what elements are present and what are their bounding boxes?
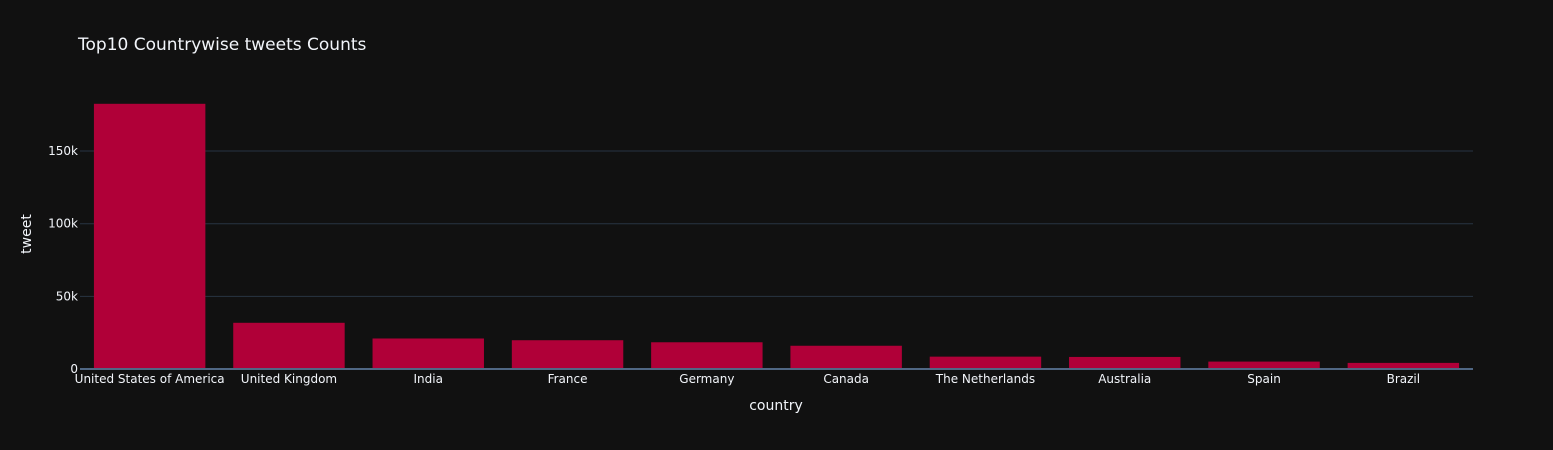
- y-tick-label: 100k: [48, 217, 78, 231]
- bar[interactable]: [233, 322, 345, 369]
- x-axis-title: country: [749, 398, 803, 414]
- bar[interactable]: [372, 338, 484, 369]
- x-tick-label: Brazil: [1387, 372, 1421, 386]
- bar[interactable]: [93, 103, 206, 369]
- x-tick-label: Canada: [823, 372, 869, 386]
- bars: [93, 103, 1460, 369]
- y-tick-label: 50k: [56, 289, 78, 303]
- y-axis-title: tweet: [19, 214, 35, 254]
- gridlines: [80, 150, 1473, 297]
- x-tick-label: Spain: [1247, 372, 1281, 386]
- x-tick-label: France: [548, 372, 588, 386]
- bar[interactable]: [651, 342, 763, 369]
- x-tick-label: The Netherlands: [935, 372, 1035, 386]
- bar[interactable]: [1347, 362, 1460, 369]
- bar[interactable]: [1069, 356, 1181, 369]
- x-tick-label: Germany: [679, 372, 734, 386]
- bar[interactable]: [929, 356, 1042, 369]
- bar[interactable]: [511, 340, 624, 369]
- bar[interactable]: [790, 345, 902, 369]
- chart-title: Top10 Countrywise tweets Counts: [77, 35, 367, 55]
- x-tick-label: United States of America: [75, 372, 225, 386]
- bar[interactable]: [1208, 361, 1320, 369]
- x-tick-label: United Kingdom: [241, 372, 337, 386]
- x-tick-labels: United States of America United Kingdom In…: [75, 372, 1420, 386]
- x-tick-label: Australia: [1098, 372, 1151, 386]
- y-tick-label: 0: [70, 362, 78, 376]
- y-tick-label: 150k: [48, 144, 78, 158]
- x-tick-label: India: [414, 372, 443, 386]
- y-tick-labels: 0 50k 100k 150k: [48, 144, 78, 376]
